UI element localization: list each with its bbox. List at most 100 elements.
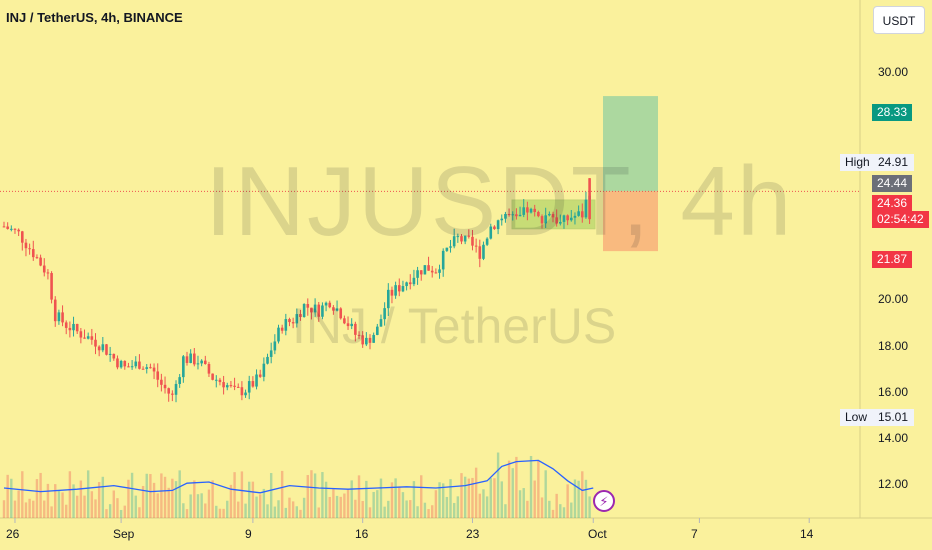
volume-bar (445, 496, 449, 518)
candle-body (167, 388, 170, 394)
candle-body (229, 385, 233, 387)
currency-button[interactable]: USDT (873, 6, 925, 34)
volume-bar (24, 502, 28, 518)
lightning-icon[interactable]: ⚡ (593, 490, 615, 512)
volume-bar (273, 506, 277, 518)
candle-body (387, 289, 390, 309)
volume-bar (138, 507, 141, 518)
candle-body (24, 242, 28, 249)
volume-bar (346, 489, 350, 518)
volume-bar (79, 480, 83, 518)
volume-bar (43, 500, 46, 518)
volume-bar (277, 500, 280, 518)
volume-bar (376, 490, 379, 518)
candle-body (152, 367, 156, 372)
volume-bar (226, 500, 229, 518)
profit-zone (603, 96, 658, 192)
candle-body (438, 269, 441, 273)
volume-bar (108, 504, 112, 518)
volume-bar (460, 473, 463, 518)
y-tick-label: 14.00 (878, 431, 909, 445)
countdown-tag: 02:54:42 (872, 211, 929, 228)
candle-body (64, 322, 68, 328)
candle-body (423, 265, 427, 275)
volume-bar (372, 491, 375, 518)
candle-body (68, 327, 72, 331)
candle-body (277, 327, 280, 342)
volume-bar (215, 505, 218, 518)
candle-body (412, 277, 416, 285)
candle-body (28, 248, 31, 250)
candle-body (50, 273, 53, 300)
candle-body (485, 238, 489, 245)
volume-bar (449, 479, 452, 518)
candle-body (130, 366, 134, 368)
volume-bar (456, 496, 460, 518)
volume-bar (46, 483, 50, 518)
candle-body (346, 323, 350, 327)
volume-bar (332, 488, 335, 518)
candle-body (456, 236, 460, 238)
volume-bar (390, 482, 394, 518)
candle-body (544, 215, 547, 224)
candle-body (79, 331, 83, 338)
candle-body (500, 218, 504, 221)
volume-bar (160, 473, 163, 518)
volume-bar (463, 476, 467, 518)
candle-body (145, 367, 149, 369)
volume-bar (178, 470, 181, 518)
candle-body (189, 353, 192, 363)
current-price-tag: 24.36 (872, 195, 913, 212)
volume-bar (90, 491, 94, 518)
candle-body (225, 385, 229, 388)
volume-bar (493, 478, 496, 518)
candle-body (193, 353, 196, 365)
candle-body (463, 235, 467, 242)
volume-bar (526, 500, 529, 518)
volume-bar (548, 500, 551, 518)
candle-body (247, 381, 251, 393)
volume-bar (116, 498, 119, 518)
volume-bar (313, 473, 317, 518)
candle-body (163, 384, 167, 389)
candle-body (108, 353, 112, 355)
volume-bar (310, 470, 313, 518)
stop-loss-tag: 21.87 (872, 251, 913, 268)
candle-body (405, 282, 408, 287)
candle-body (258, 374, 262, 377)
volume-bar (551, 509, 555, 518)
x-tick-label: 9 (245, 527, 252, 541)
candle-body (211, 373, 214, 380)
volume-bar (570, 502, 573, 518)
candle-body (507, 213, 511, 215)
candle-body (361, 335, 364, 345)
candle-body (350, 323, 353, 327)
candle-body (401, 286, 405, 292)
take-profit-tag: 28.33 (872, 104, 913, 121)
candle-body (504, 213, 507, 219)
candle-body (397, 285, 401, 292)
candle-body (332, 307, 335, 311)
volume-bar (537, 460, 540, 518)
volume-bar (354, 499, 357, 518)
volume-bar (167, 487, 170, 518)
volume-bar (452, 502, 456, 518)
candle-body (10, 228, 13, 230)
candle-body (376, 326, 379, 335)
volume-bar (588, 496, 591, 518)
volume-bar (156, 493, 159, 518)
volume-bar (427, 509, 430, 518)
y-tick-label: 30.00 (878, 65, 909, 79)
volume-bar (394, 478, 397, 518)
volume-bar (383, 506, 386, 518)
low-value: 15.01 (872, 409, 915, 426)
volume-bar (577, 480, 580, 518)
volume-bar (573, 479, 577, 518)
candle-body (6, 226, 9, 229)
volume-bar (581, 471, 584, 518)
volume-bar (196, 494, 200, 518)
candle-body (310, 307, 313, 313)
last-close-tag: 24.44 (872, 175, 913, 192)
volume-bar (207, 489, 211, 518)
